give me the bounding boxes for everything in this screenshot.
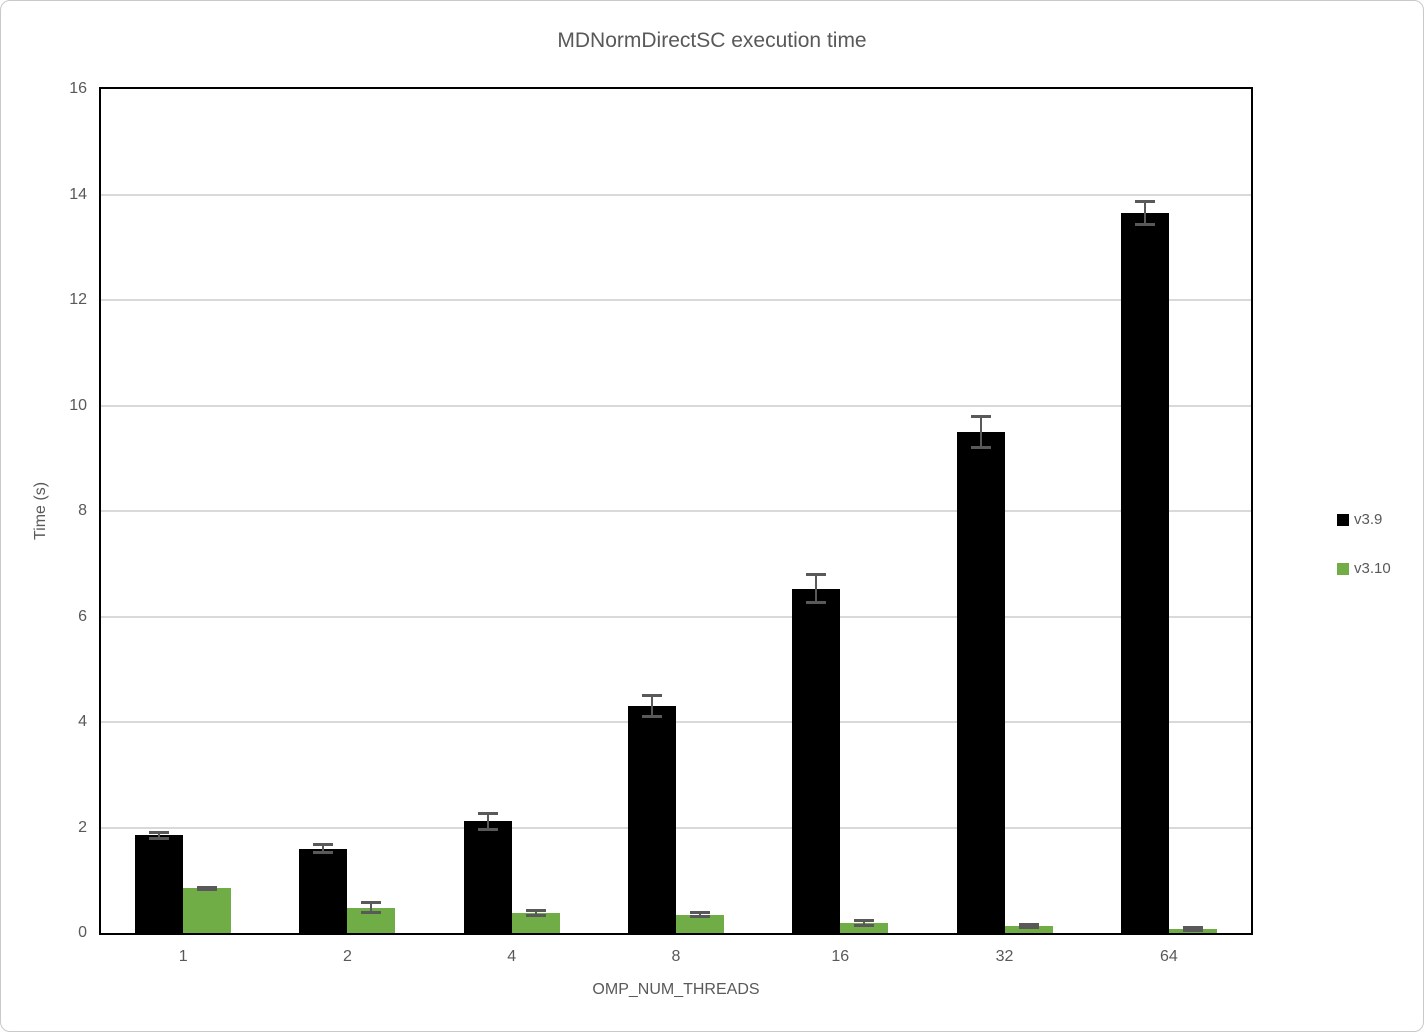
error-bar-cap xyxy=(361,910,382,914)
error-bar-cap xyxy=(525,909,546,913)
error-bar xyxy=(322,844,325,853)
error-bar-cap xyxy=(1134,199,1155,203)
plot-area xyxy=(99,87,1253,935)
legend-swatch-v3-9 xyxy=(1337,513,1349,526)
y-tick-label: 12 xyxy=(69,291,87,308)
error-bar xyxy=(815,574,818,603)
bar-v3-10-32 xyxy=(1004,926,1053,933)
x-tick-label: 2 xyxy=(342,948,352,965)
y-tick-label: 10 xyxy=(69,396,87,414)
error-bar xyxy=(370,902,373,913)
error-bar-cap xyxy=(854,919,875,923)
x-axis-title: OMP_NUM_THREADS xyxy=(592,981,760,998)
error-bar-cap xyxy=(854,923,875,927)
y-tick-label: 2 xyxy=(78,818,87,836)
y-tick-label: 16 xyxy=(69,80,87,97)
error-bar xyxy=(534,910,537,916)
error-bar-cap xyxy=(525,913,546,917)
error-bar-cap xyxy=(1018,926,1039,930)
legend-label-v3-9: v3.9 xyxy=(1354,511,1383,528)
gridline xyxy=(101,721,1251,723)
bar-v3-10-16 xyxy=(840,922,889,933)
error-bar-cap xyxy=(806,572,827,576)
error-bar-cap xyxy=(477,827,498,831)
x-tick-label: 1 xyxy=(178,948,188,965)
error-bar-cap xyxy=(1182,929,1203,933)
error-bar-cap xyxy=(690,911,710,915)
bar-v3-10-8 xyxy=(676,914,724,933)
gridline xyxy=(101,615,1251,618)
error-bar-cap xyxy=(477,811,498,815)
bar-v3-9-2 xyxy=(299,848,348,933)
error-bar-cap xyxy=(642,694,662,698)
legend-label-v3-10: v3.10 xyxy=(1354,560,1391,577)
x-tick-label: 8 xyxy=(671,948,681,965)
error-bar xyxy=(979,416,982,448)
error-bar-cap xyxy=(1134,223,1155,227)
error-bar-cap xyxy=(149,836,170,840)
y-tick-label: 14 xyxy=(69,185,87,203)
y-tick-label: 0 xyxy=(78,924,87,941)
error-bar-cap xyxy=(970,446,991,450)
error-bar-cap xyxy=(806,601,827,605)
legend: v3.9 v3.10 xyxy=(1337,511,1391,577)
error-bar-cap xyxy=(197,887,218,891)
error-bar xyxy=(699,912,701,917)
y-tick-label: 4 xyxy=(78,713,87,730)
error-bar-cap xyxy=(642,715,662,719)
bar-v3-9-8 xyxy=(628,706,676,933)
error-bar-cap xyxy=(970,414,991,418)
error-bar xyxy=(486,813,489,830)
error-bar xyxy=(1143,201,1146,225)
bar-v3-9-16 xyxy=(792,588,841,933)
y-tick-label: 8 xyxy=(78,502,87,519)
gridline xyxy=(101,826,1251,829)
error-bar-cap xyxy=(313,843,334,847)
legend-item-v3-9: v3.9 xyxy=(1337,511,1391,528)
error-bar-cap xyxy=(313,850,334,854)
y-tick-label: 6 xyxy=(78,607,87,625)
legend-swatch-v3-10 xyxy=(1337,562,1349,575)
x-tick-label: 4 xyxy=(507,948,517,965)
error-bar-cap xyxy=(197,885,218,889)
gridline xyxy=(101,510,1251,512)
legend-item-v3-10: v3.10 xyxy=(1337,560,1391,577)
bar-v3-10-1 xyxy=(183,888,232,933)
error-bar-cap xyxy=(149,831,170,835)
error-bar xyxy=(158,832,161,839)
error-bar xyxy=(863,920,866,926)
gridline xyxy=(101,193,1251,196)
error-bar-cap xyxy=(1018,923,1039,927)
error-bar-cap xyxy=(690,914,710,918)
error-bar xyxy=(1027,924,1030,928)
x-tick-label: 64 xyxy=(1159,948,1178,965)
error-bar xyxy=(1191,927,1194,931)
error-bar-cap xyxy=(361,901,382,905)
x-tick-label: 32 xyxy=(995,948,1014,965)
error-bar-cap xyxy=(1182,926,1203,930)
error-bar xyxy=(651,695,653,717)
gridline xyxy=(101,299,1251,301)
chart-title: MDNormDirectSC execution time xyxy=(557,29,867,52)
bar-v3-9-64 xyxy=(1120,212,1169,933)
bar-v3-9-32 xyxy=(956,431,1005,933)
gridline xyxy=(101,404,1251,407)
x-tick-label: 16 xyxy=(831,948,850,965)
bar-v3-10-4 xyxy=(511,912,560,933)
bar-v3-9-4 xyxy=(463,821,512,933)
bar-v3-9-1 xyxy=(135,835,184,933)
